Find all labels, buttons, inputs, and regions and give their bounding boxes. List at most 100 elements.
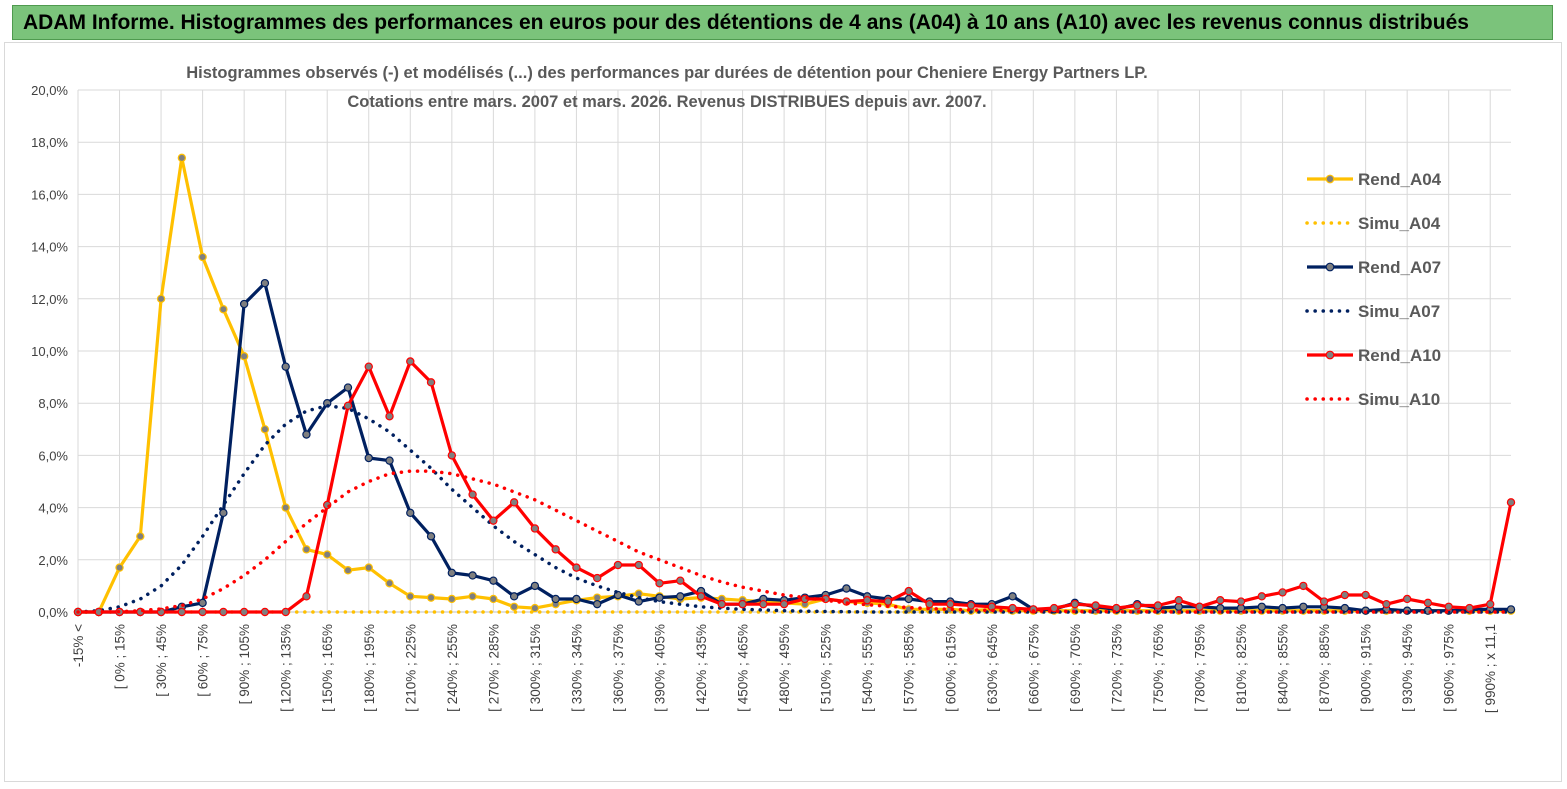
rend-a10-point [260, 607, 270, 617]
rend-a10-point [1340, 590, 1350, 600]
rend-a10-point [1132, 601, 1142, 610]
rend-a10-point [655, 579, 664, 588]
rend-a10-point [1423, 598, 1433, 608]
rend-a10-point [676, 576, 685, 585]
x-tick-label: -15% < [71, 624, 86, 667]
rend-a04-point [364, 563, 373, 572]
rend-a04-point [239, 352, 249, 361]
x-tick-label: [ 0% ; 15% [113, 624, 128, 689]
rend-a04-point [156, 294, 166, 303]
rend-a07-point [530, 581, 540, 591]
rend-a07-point [1278, 603, 1287, 613]
legend-label-simu-a10: Simu_A10 [1358, 390, 1440, 409]
rend-a10-point [551, 545, 560, 554]
histogram-chart: 0,0% 2,0% 4,0% 6,0% 8,0% 10,0% 12,0% 14,0% 16,0%… [31, 64, 1516, 713]
rend-a10-point [1049, 603, 1059, 613]
chart-title: Histogrammes observés (-) et modélisés (… [186, 64, 1148, 82]
rend-a07-point [1008, 592, 1017, 601]
legend-marker-rend-a07 [1325, 262, 1335, 272]
rend-a10-point [779, 599, 789, 609]
simu-a10-line [76, 469, 1513, 614]
legend-label-rend-a10: Rend_A10 [1358, 346, 1441, 365]
rend-a04-point [509, 602, 519, 611]
rend-a10-point [530, 524, 540, 533]
rend-a04-point [302, 545, 311, 554]
rend-a10-point [1236, 597, 1246, 606]
rend-a10-point [966, 601, 976, 610]
rend-a07-point [447, 568, 457, 578]
rend-a04-point [198, 252, 207, 262]
y-tick-label: 2,0% [38, 553, 68, 568]
rend-a10-point [1257, 592, 1266, 601]
y-tick-label: 18,0% [31, 135, 68, 150]
x-tick-label: [ 480% ; 495% [777, 624, 792, 712]
rend-a10-point [406, 357, 415, 366]
rend-a07-point [655, 593, 664, 602]
rend-a10-line [78, 359, 1513, 614]
rend-a07-point [593, 599, 602, 609]
rend-a10-point [198, 607, 207, 617]
legend-label-simu-a04: Simu_A04 [1358, 214, 1441, 233]
rend-a10-point [1361, 590, 1370, 600]
rend-a07-point [489, 576, 498, 585]
x-tick-label: [ 930% ; 945% [1400, 624, 1415, 712]
x-tick-label: [ 690% ; 705% [1068, 624, 1083, 712]
legend-label-rend-a04: Rend_A04 [1358, 170, 1442, 189]
rend-a10-point [1465, 603, 1474, 613]
rend-a10-point [219, 607, 228, 617]
rend-a10-point [1444, 602, 1453, 611]
rend-a04-point [260, 425, 270, 434]
rend-a07-point [468, 571, 477, 580]
rend-a10-point [738, 599, 747, 609]
rend-a10-point [593, 573, 602, 583]
rend-a10-point [925, 599, 934, 609]
x-tick-label: [ 270% ; 285% [486, 624, 501, 712]
rend-a10-point [1195, 602, 1204, 611]
x-tick-label: [ 30% ; 45% [154, 624, 169, 697]
legend-label-simu-a07: Simu_A07 [1358, 302, 1440, 321]
x-tick-label: [ 720% ; 735% [1109, 624, 1124, 712]
rend-a04-point [530, 603, 540, 613]
rend-a10-point [946, 599, 955, 609]
x-tick-label: [ 630% ; 645% [985, 624, 1000, 712]
x-tick-label: [ 390% ; 405% [653, 624, 668, 712]
y-tick-label: 10,0% [31, 344, 68, 359]
y-tick-label: 14,0% [31, 240, 68, 255]
x-tick-label: [ 420% ; 435% [694, 624, 709, 712]
x-tick-label: [ 60% ; 75% [196, 624, 211, 697]
x-tick-label: [ 300% ; 315% [528, 624, 543, 712]
y-tick-label: 12,0% [31, 292, 68, 307]
x-tick-label: [ 900% ; 915% [1359, 624, 1374, 712]
rend-a10-point [281, 607, 290, 617]
y-tick-label: 16,0% [31, 187, 68, 202]
rend-a07-point [1257, 602, 1266, 611]
rend-a10-point [239, 607, 249, 617]
rend-a10-point [1112, 603, 1121, 613]
x-tick-label: [ 180% ; 195% [362, 624, 377, 712]
rend-a10-point [489, 516, 498, 525]
rend-a07-point [904, 594, 913, 604]
x-tick-label: [ 450% ; 465% [736, 624, 751, 712]
rend-a04-point [489, 594, 498, 604]
rend-a04-point [385, 579, 394, 588]
legend-marker-rend-a04 [1325, 174, 1335, 184]
rend-a10-point [364, 362, 373, 371]
rend-a04-point [447, 594, 457, 604]
rend-a10-point [302, 592, 311, 601]
rend-a07-point [302, 430, 311, 439]
rend-a10-point [1319, 597, 1329, 606]
x-tick-label: [ 330% ; 345% [569, 624, 584, 712]
rend-a10-point [904, 586, 913, 596]
rend-a10-point [1216, 596, 1225, 605]
x-tick-label: [ 90% ; 105% [237, 624, 252, 704]
rend-a07-point [426, 532, 436, 541]
rend-a10-point [883, 597, 893, 606]
rend-a10-point [759, 599, 768, 609]
rend-a10-point [1299, 581, 1308, 591]
rend-a10-point [1382, 599, 1391, 609]
rend-a10-point [1174, 596, 1183, 605]
rend-a10-point [634, 560, 643, 570]
x-tick-label: [ 240% ; 255% [445, 624, 460, 712]
rend-a10-point [1486, 599, 1495, 609]
rend-a10-point [1153, 601, 1163, 610]
